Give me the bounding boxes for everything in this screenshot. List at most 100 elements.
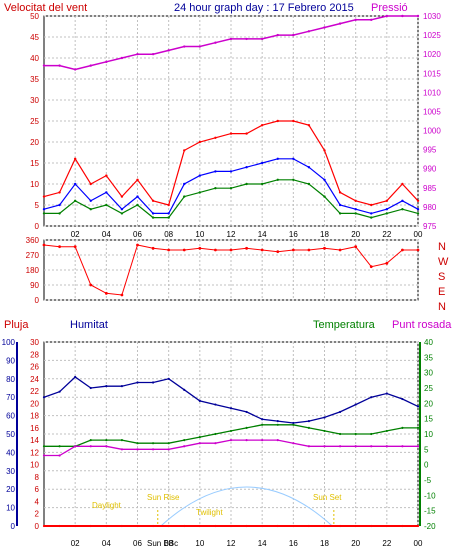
y2-tick-label: 1000 bbox=[423, 127, 441, 136]
series-point bbox=[416, 212, 420, 215]
series-point bbox=[120, 293, 124, 297]
series-point bbox=[167, 216, 170, 219]
series-point bbox=[276, 157, 279, 160]
series-point bbox=[167, 212, 170, 215]
y-tick-label: 40 bbox=[30, 54, 39, 63]
temperature-tick-label: -15 bbox=[424, 507, 436, 516]
series-point bbox=[307, 524, 311, 528]
series-point bbox=[120, 195, 124, 198]
series-point bbox=[42, 212, 46, 215]
series-point bbox=[198, 45, 202, 48]
series-point bbox=[120, 212, 124, 215]
series-point bbox=[89, 182, 92, 186]
series-point bbox=[291, 248, 295, 252]
series-point bbox=[89, 445, 92, 448]
x-tick-label: 18 bbox=[320, 230, 329, 239]
series-point bbox=[105, 439, 108, 442]
series-point bbox=[245, 37, 248, 41]
y2-tick-label: 1030 bbox=[423, 12, 441, 21]
temperature-tick-label: 35 bbox=[424, 353, 433, 362]
y-tick-label: 0 bbox=[35, 222, 40, 231]
series-point bbox=[73, 245, 77, 249]
x-tick-label: 06 bbox=[133, 230, 142, 239]
series-point bbox=[260, 124, 264, 127]
direction-letter-n-top: N bbox=[438, 241, 446, 253]
series-point bbox=[151, 246, 155, 250]
series-point bbox=[307, 166, 311, 169]
series-point bbox=[58, 203, 61, 207]
series-point bbox=[73, 182, 77, 186]
series-point bbox=[151, 442, 155, 445]
series-point bbox=[354, 445, 357, 448]
series-point bbox=[370, 432, 373, 436]
y-tick-label: 0 bbox=[35, 296, 40, 305]
series-point bbox=[167, 203, 170, 207]
direction-panel: 0 90 180 270 360 N W S E N bbox=[26, 236, 449, 313]
series-point bbox=[307, 182, 311, 186]
series-point bbox=[245, 132, 248, 135]
rain-tick-label: 8 bbox=[35, 473, 40, 482]
series-point bbox=[276, 178, 279, 181]
y2-tick-label: 1005 bbox=[423, 107, 441, 116]
series-point bbox=[385, 261, 389, 265]
series-point bbox=[58, 454, 61, 457]
series-point bbox=[338, 212, 342, 215]
x-tick-label: 18 bbox=[320, 539, 329, 548]
series-point bbox=[260, 182, 264, 186]
temperature-tick-label: 5 bbox=[424, 445, 429, 454]
series-point bbox=[183, 388, 186, 391]
series-point bbox=[214, 248, 217, 252]
series-point bbox=[354, 403, 357, 406]
series-point bbox=[307, 248, 311, 252]
rain-label: Pluja bbox=[4, 319, 29, 331]
series-point bbox=[354, 524, 357, 528]
y-tick-label: 360 bbox=[26, 236, 40, 245]
series-point bbox=[214, 187, 217, 190]
top-axis: 0510152025303540455097598098599099510001… bbox=[30, 12, 441, 231]
series-point bbox=[136, 178, 139, 181]
series-point bbox=[370, 212, 373, 215]
series-point bbox=[261, 524, 264, 528]
series-point bbox=[229, 170, 233, 173]
humidity-tick-label: 70 bbox=[6, 393, 15, 402]
series-point bbox=[42, 208, 46, 211]
series-point bbox=[105, 524, 108, 528]
series-point bbox=[276, 119, 279, 123]
series-point bbox=[105, 191, 108, 194]
series-point bbox=[354, 212, 357, 215]
series-point bbox=[401, 426, 404, 429]
series-point bbox=[104, 291, 108, 295]
y2-tick-label: 1025 bbox=[423, 31, 441, 40]
rain-tick-label: 20 bbox=[30, 399, 39, 408]
y-tick-label: 10 bbox=[30, 180, 39, 189]
series-point bbox=[261, 439, 264, 442]
y2-tick-label: 985 bbox=[423, 184, 437, 193]
series-point bbox=[416, 248, 420, 252]
series-point bbox=[323, 445, 326, 448]
rain-tick-label: 16 bbox=[30, 424, 39, 433]
direction-letter-e: E bbox=[438, 286, 445, 298]
direction-letter-n-bottom: N bbox=[438, 301, 446, 313]
y-tick-label: 45 bbox=[30, 33, 39, 42]
series-point bbox=[292, 33, 295, 37]
temperature-tick-label: -5 bbox=[424, 476, 432, 485]
humidity-label: Humitat bbox=[70, 319, 108, 331]
series-point bbox=[261, 423, 264, 426]
series-point bbox=[183, 149, 186, 152]
series-point bbox=[307, 420, 311, 423]
humidity-tick-label: 90 bbox=[6, 356, 15, 365]
series-point bbox=[136, 442, 139, 445]
series-point bbox=[73, 68, 77, 71]
series-point bbox=[42, 445, 46, 448]
series-point bbox=[120, 448, 124, 451]
y-tick-label: 35 bbox=[30, 75, 39, 84]
top-series bbox=[42, 14, 420, 219]
y-tick-label: 25 bbox=[30, 117, 39, 126]
bottom-grid: 02 04 06 08 10 12 14 16 18 20 22 00 bbox=[44, 341, 423, 548]
series-point bbox=[58, 64, 61, 67]
series-point bbox=[307, 124, 311, 127]
humidity-tick-label: 10 bbox=[6, 504, 15, 513]
rain-tick-label: 6 bbox=[35, 485, 40, 494]
series-point bbox=[416, 405, 420, 408]
x-tick-label: 16 bbox=[289, 230, 298, 239]
